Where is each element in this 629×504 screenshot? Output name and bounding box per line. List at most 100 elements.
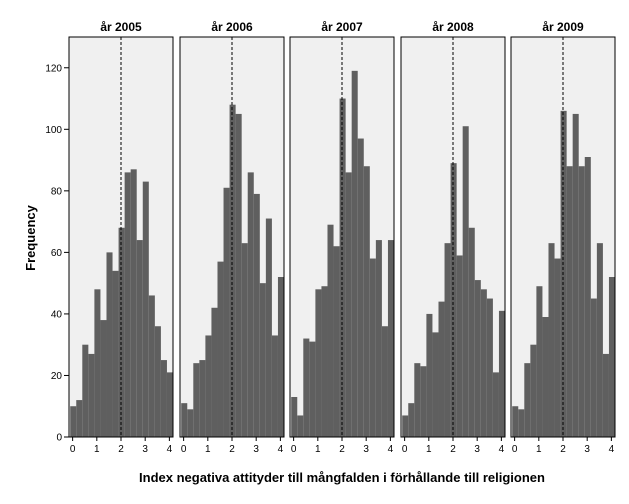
histogram-bar xyxy=(106,252,113,437)
x-tick-label: 4 xyxy=(499,444,505,455)
histogram-bar xyxy=(426,313,433,437)
panel-4: år 2008 0 1 2 3 4 xyxy=(400,20,506,455)
x-tick-label: 4 xyxy=(278,444,284,455)
histogram-bar xyxy=(560,110,567,437)
x-tick-label: 4 xyxy=(609,444,615,455)
x-tick-label: 1 xyxy=(205,444,211,455)
x-axis-title: Index negativa attityder till mångfalden… xyxy=(139,470,545,485)
histogram-bar xyxy=(566,166,573,437)
histogram-bar xyxy=(160,360,167,437)
histogram-bar xyxy=(271,335,278,437)
histogram-bar xyxy=(602,353,609,437)
histogram-bar xyxy=(381,326,388,437)
x-tick-label: 1 xyxy=(536,444,542,455)
histogram-bar xyxy=(112,270,119,437)
panel-title: år 2007 xyxy=(321,20,363,34)
histogram-bar xyxy=(70,406,77,437)
histogram-bar xyxy=(130,169,137,438)
x-tick-label: 3 xyxy=(584,444,590,455)
histogram-bar xyxy=(339,98,346,438)
histogram-bar xyxy=(432,332,439,437)
histogram-bar xyxy=(142,181,149,437)
x-tick-label: 0 xyxy=(291,444,297,455)
histogram-bar xyxy=(124,172,131,437)
histogram-bar xyxy=(518,409,525,437)
histogram-bar xyxy=(333,246,340,437)
y-tick-label: 80 xyxy=(51,186,63,197)
x-tick-label: 3 xyxy=(363,444,369,455)
x-tick-label: 0 xyxy=(402,444,408,455)
histogram-bar xyxy=(474,280,481,437)
panel-1: år 2005 0 1 2 3 4 xyxy=(68,20,174,455)
histogram-bar xyxy=(363,166,370,437)
histogram-bar xyxy=(148,295,155,437)
histogram-bar xyxy=(414,363,421,437)
histogram-bar xyxy=(438,301,445,437)
histogram-bar xyxy=(512,406,519,437)
histogram-bar xyxy=(462,126,469,437)
y-tick-label: 40 xyxy=(51,309,63,320)
histogram-bar xyxy=(444,243,451,437)
x-tick-label: 2 xyxy=(339,444,345,455)
panel-title: år 2008 xyxy=(432,20,474,34)
histogram-bar xyxy=(345,172,352,437)
histogram-bar xyxy=(94,289,101,437)
histogram-bar xyxy=(315,289,322,437)
x-tick-label: 1 xyxy=(94,444,100,455)
x-tick-label: 3 xyxy=(142,444,148,455)
histogram-bar xyxy=(259,283,266,437)
histogram-bar xyxy=(530,344,537,437)
x-tick-label: 4 xyxy=(388,444,394,455)
histogram-bar xyxy=(291,397,298,437)
y-tick-label: 0 xyxy=(56,433,62,444)
histogram-bar xyxy=(590,298,597,437)
histogram-bar xyxy=(229,104,236,437)
histogram-bar xyxy=(387,240,394,437)
histogram-bar xyxy=(369,258,376,437)
histogram-bar xyxy=(584,157,591,437)
histogram-bar xyxy=(88,353,95,437)
y-axis-title: Frequency xyxy=(23,204,38,271)
histogram-bar xyxy=(542,317,549,437)
histogram-bar xyxy=(468,227,475,437)
x-tick-label: 2 xyxy=(118,444,124,455)
histogram-bar xyxy=(247,172,254,437)
histogram-bar xyxy=(486,298,493,437)
histogram-bar xyxy=(82,344,89,437)
histogram-bar xyxy=(548,243,555,437)
panel-3: år 2007 0 1 2 3 4 xyxy=(289,20,395,455)
histogram-bar xyxy=(375,240,382,437)
histogram-bar xyxy=(303,338,310,437)
histogram-bar xyxy=(136,240,143,437)
histogram-bar xyxy=(118,227,125,437)
histogram-bar xyxy=(450,163,457,437)
histogram-bar xyxy=(578,166,585,437)
x-tick-label: 0 xyxy=(181,444,187,455)
x-tick-label: 2 xyxy=(560,444,566,455)
histogram-bar xyxy=(253,193,260,437)
x-tick-label: 2 xyxy=(229,444,235,455)
x-tick-label: 3 xyxy=(253,444,259,455)
histogram-bar xyxy=(193,363,200,437)
histogram-bar xyxy=(217,261,224,437)
x-tick-label: 4 xyxy=(167,444,173,455)
histogram-bar xyxy=(100,320,107,437)
histogram-bar xyxy=(357,138,364,438)
histogram-bar xyxy=(321,286,328,437)
y-tick-label: 100 xyxy=(45,125,62,136)
panel-2: år 2006 0 1 2 3 4 xyxy=(179,20,285,455)
histogram-bar xyxy=(420,366,427,437)
histogram-bar xyxy=(572,113,579,437)
histogram-bar xyxy=(554,258,561,437)
panel-title: år 2009 xyxy=(542,20,584,34)
x-tick-label: 2 xyxy=(450,444,456,455)
y-tick-label: 20 xyxy=(51,371,63,382)
histogram-bar xyxy=(498,310,505,437)
y-tick-label: 120 xyxy=(45,63,62,74)
histogram-bar xyxy=(265,218,272,437)
histogram-bar xyxy=(199,360,206,437)
histogram-bar xyxy=(223,187,230,437)
histogram-bar xyxy=(277,277,284,437)
